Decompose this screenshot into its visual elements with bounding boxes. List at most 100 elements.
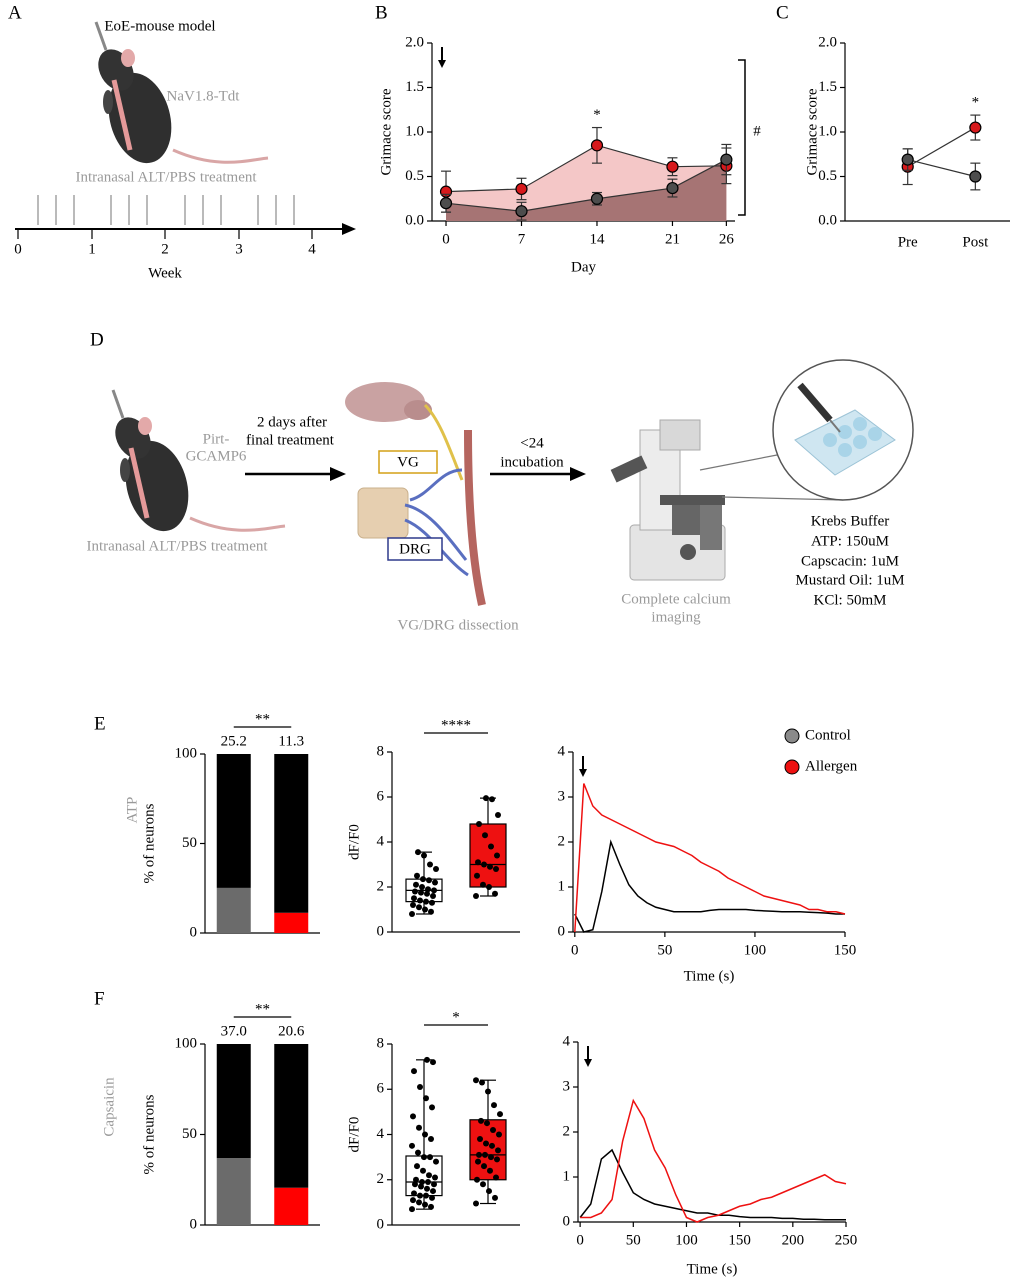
data-point — [412, 1181, 418, 1188]
data-point — [515, 182, 528, 196]
x-tick-label: 14 — [589, 231, 605, 247]
data-line — [580, 1098, 847, 1223]
data-point — [497, 1111, 503, 1118]
data-point — [426, 877, 432, 884]
x-tick-label: 100 — [675, 1232, 698, 1248]
y-tick-label: 0 — [558, 923, 566, 939]
data-point — [486, 1188, 492, 1195]
x-tick-label: 50 — [657, 942, 672, 958]
data-point — [424, 1056, 430, 1063]
data-point — [416, 1124, 422, 1131]
data-point — [481, 1163, 487, 1170]
value-label: 20.6 — [278, 1023, 305, 1039]
data-point — [493, 1174, 499, 1181]
data-point — [489, 1142, 495, 1149]
data-point — [412, 888, 418, 895]
data-point — [969, 121, 982, 134]
data-point — [492, 890, 498, 897]
data-point — [666, 160, 679, 173]
data-point — [432, 879, 438, 886]
y-tick-label: 1.5 — [405, 79, 424, 95]
treatment-label: Intranasal ALT/PBS treatment — [86, 538, 268, 554]
legend-marker — [784, 759, 800, 775]
value-label: 11.3 — [278, 733, 304, 749]
data-point — [432, 1174, 438, 1181]
data-point — [417, 1083, 423, 1090]
data-point — [422, 906, 428, 913]
data-point — [418, 1183, 424, 1190]
data-point — [480, 1181, 486, 1188]
week-label: 0 — [14, 241, 22, 257]
y-tick-label: 2 — [558, 833, 566, 849]
treatment-label: Intranasal ALT/PBS treatment — [75, 169, 257, 185]
imaging-label: imaging — [651, 609, 701, 625]
data-point — [410, 902, 416, 908]
y-tick-label: 4 — [563, 1033, 571, 1049]
data-point — [427, 861, 433, 868]
y-tick-label: 8 — [377, 1035, 385, 1051]
data-point — [492, 1194, 498, 1201]
y-tick-label: 4 — [377, 1126, 385, 1142]
data-point — [410, 1197, 416, 1204]
y-tick-label: 50 — [182, 835, 197, 851]
data-point — [426, 1172, 432, 1179]
buffer-item: Krebs Buffer — [811, 513, 889, 529]
data-point — [478, 1117, 484, 1124]
data-point — [415, 1149, 421, 1156]
data-point — [421, 1154, 427, 1161]
data-point — [423, 1192, 429, 1199]
y-axis-label: % of neurons — [141, 1094, 157, 1174]
data-point — [430, 1059, 436, 1066]
y-axis-label: dF/F0 — [346, 1117, 362, 1153]
data-point — [475, 859, 481, 866]
data-point — [476, 821, 482, 827]
data-point — [482, 1151, 488, 1158]
data-point — [476, 1151, 482, 1158]
data-point — [427, 1154, 433, 1161]
y-axis-label: Grimace score — [378, 88, 394, 175]
data-point — [493, 866, 499, 872]
data-point — [474, 872, 480, 879]
data-point — [482, 832, 488, 839]
y-tick-label: 3 — [558, 788, 566, 804]
y-tick-label: 0 — [377, 1216, 385, 1232]
y-tick-label: 2 — [563, 1123, 571, 1139]
data-point — [720, 153, 733, 166]
y-tick-label: 6 — [377, 1081, 385, 1097]
bracket — [738, 59, 746, 216]
legend-label: Allergen — [805, 758, 858, 774]
week-label: 4 — [308, 241, 316, 257]
significance-label: ** — [255, 1001, 270, 1017]
data-point — [428, 908, 434, 915]
arrow-head — [570, 467, 586, 481]
x-tick-label: 200 — [782, 1232, 805, 1248]
y-axis-label: % of neurons — [141, 803, 157, 883]
data-point — [409, 1206, 415, 1213]
step-label: <24 — [520, 435, 544, 451]
vg-label: VG — [397, 454, 419, 470]
y-tick-label: 1.5 — [818, 79, 837, 95]
panel-label: E — [94, 713, 106, 734]
data-point — [430, 1188, 436, 1195]
y-tick-label: 1 — [563, 1168, 571, 1184]
data-point — [420, 876, 426, 883]
x-tick-label: 26 — [719, 231, 735, 247]
y-tick-label: 6 — [377, 788, 385, 804]
stimulus-arrow-head — [438, 60, 446, 68]
x-tick-label: 50 — [626, 1232, 641, 1248]
bar-segment — [216, 754, 251, 888]
data-point — [428, 1203, 434, 1210]
data-point — [422, 1131, 428, 1138]
data-point — [413, 881, 419, 888]
x-tick-label: 150 — [728, 1232, 751, 1248]
y-axis-label: Grimace score — [804, 88, 820, 175]
strain-label: NaV1.8-Tdt — [167, 88, 241, 104]
data-point — [415, 849, 421, 856]
microscope-drawing — [610, 359, 914, 581]
y-tick-label: 0.5 — [818, 168, 837, 184]
x-tick-label: 7 — [518, 231, 526, 247]
y-tick-label: 2.0 — [405, 34, 424, 50]
buffer-item: KCl: 50mM — [814, 592, 887, 608]
y-tick-label: 0 — [377, 923, 385, 939]
